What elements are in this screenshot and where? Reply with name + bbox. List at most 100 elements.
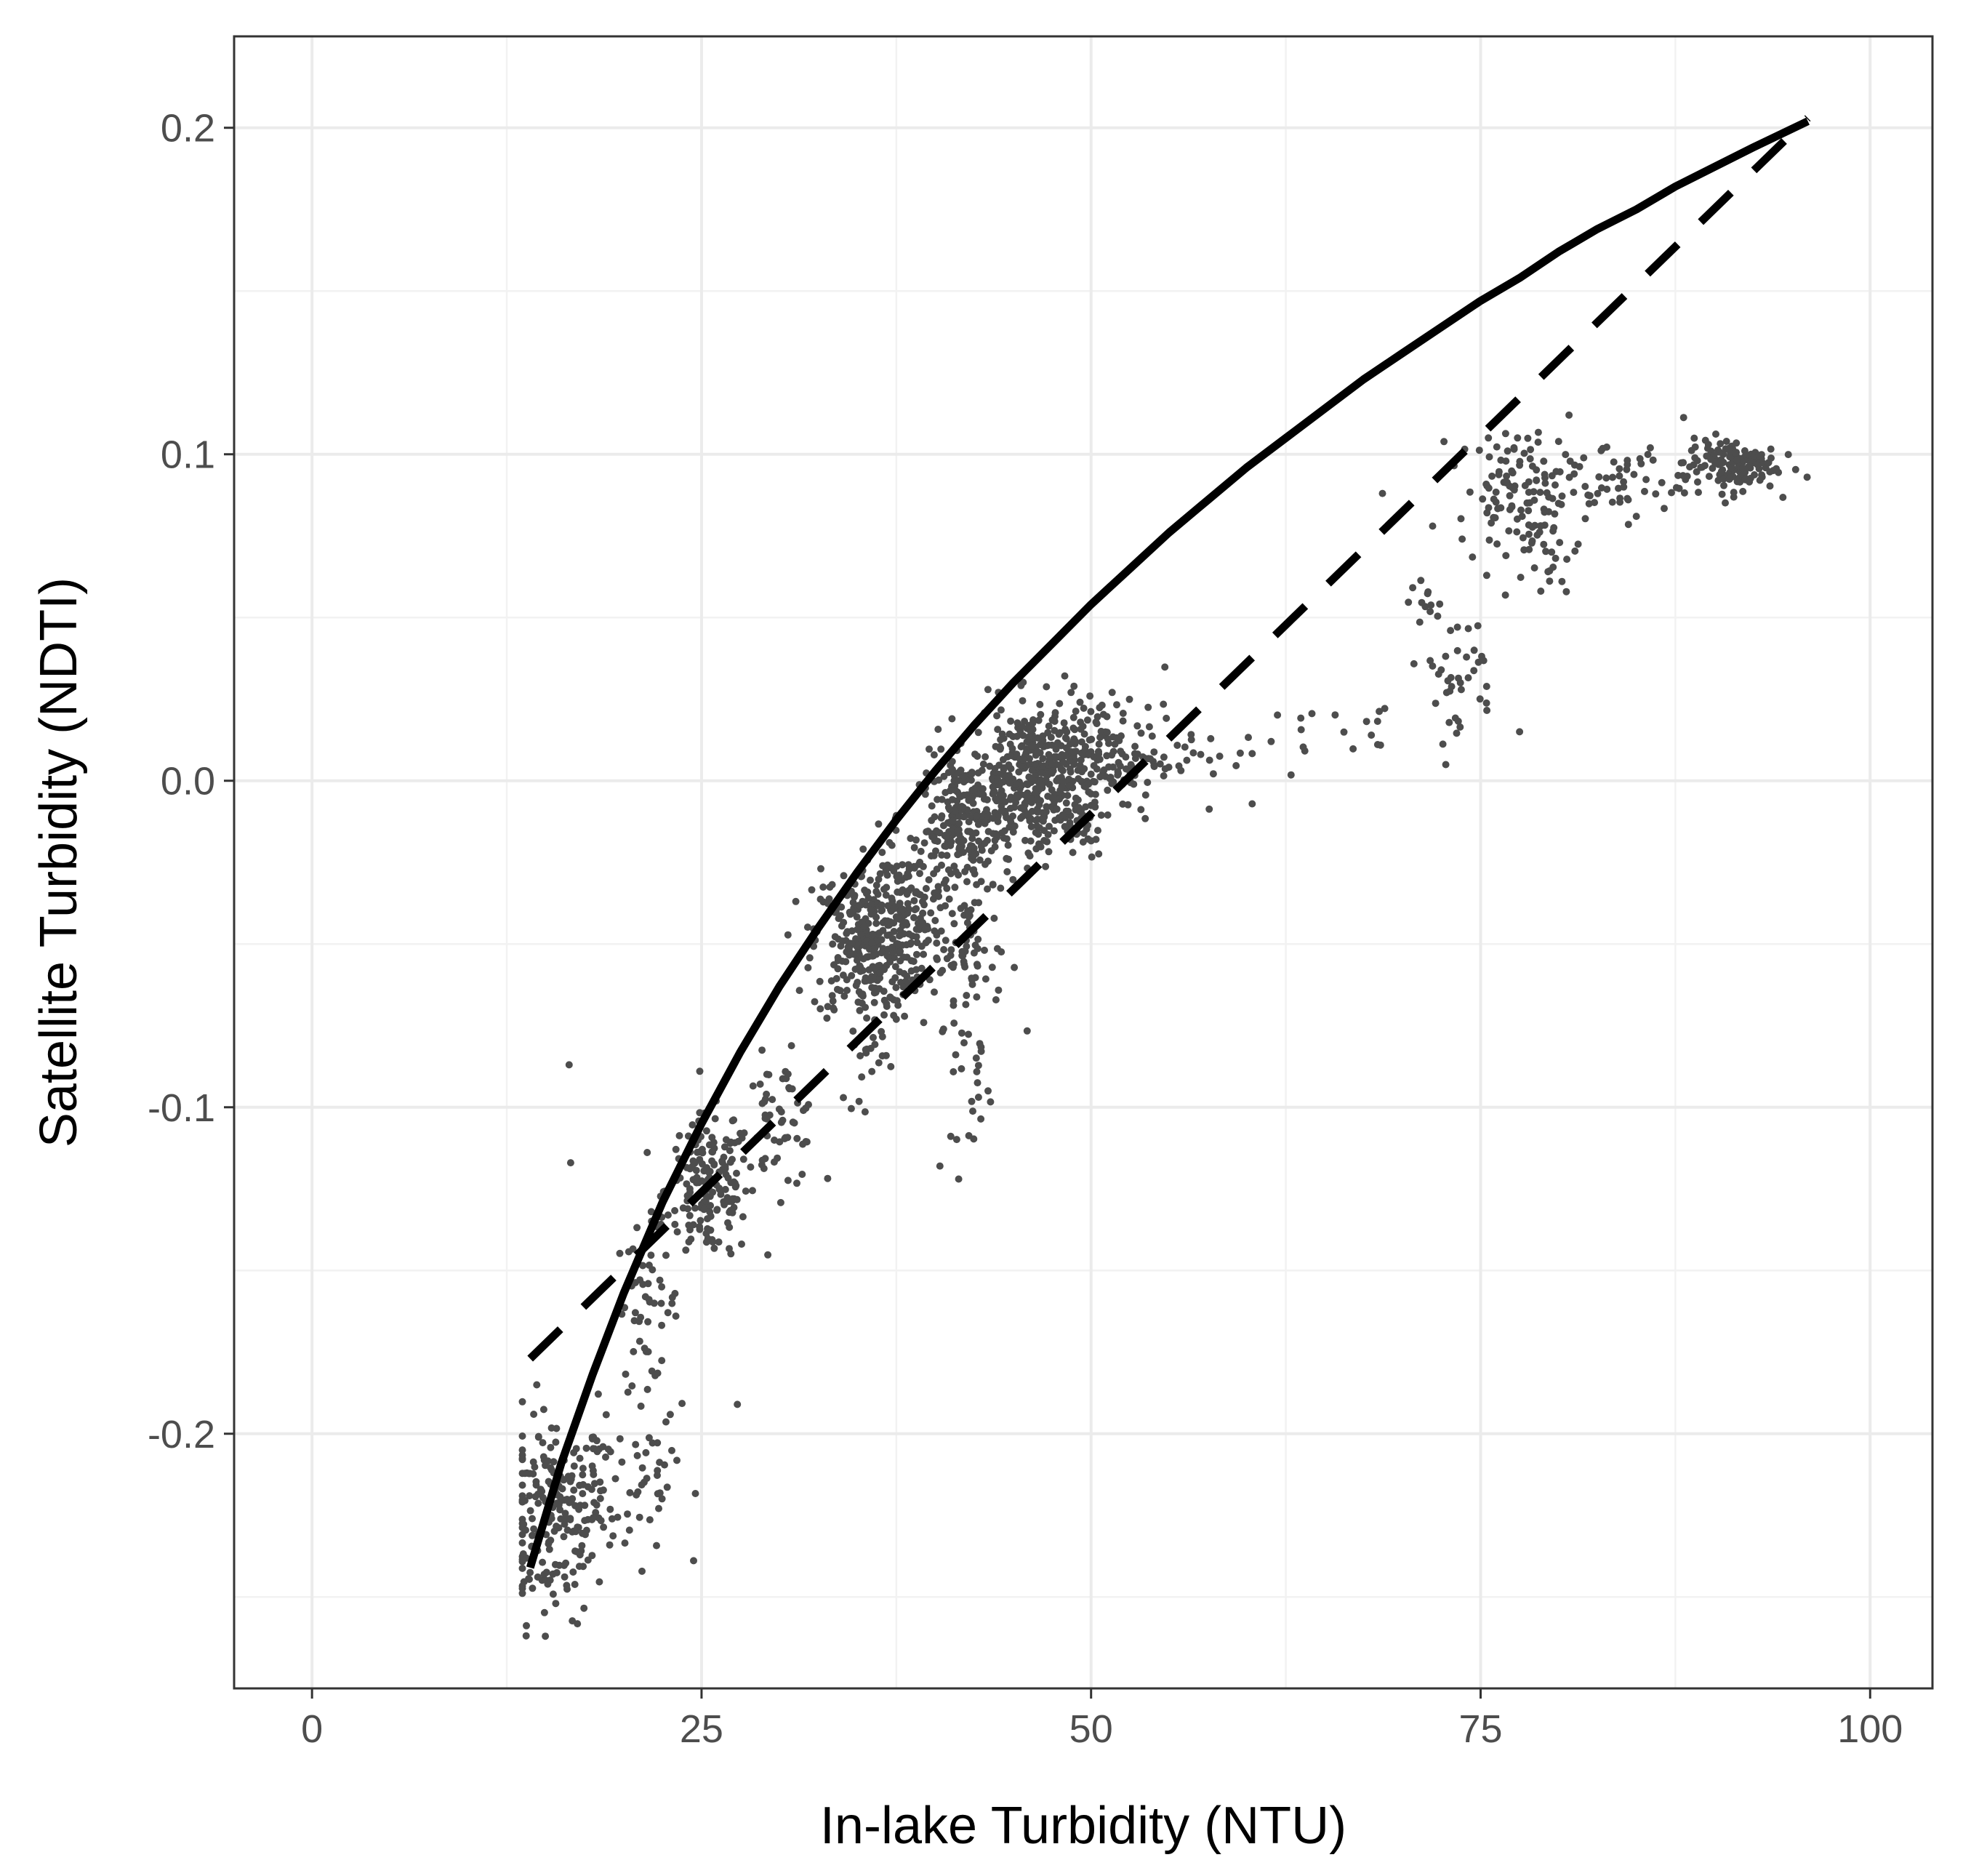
data-point [539, 1558, 547, 1566]
data-point [800, 1107, 807, 1115]
data-point [1642, 476, 1650, 484]
data-point [1085, 751, 1092, 759]
data-point [1718, 459, 1726, 467]
data-point [1554, 438, 1562, 446]
data-point [558, 1485, 566, 1493]
data-point [523, 1622, 530, 1630]
data-point [859, 990, 867, 998]
data-point [1765, 459, 1773, 467]
data-point [1048, 760, 1056, 768]
data-point [931, 813, 939, 821]
data-point [768, 1096, 776, 1104]
data-point [638, 1481, 646, 1489]
data-point [1615, 465, 1623, 473]
data-point [840, 992, 848, 1000]
data-point [1056, 700, 1064, 707]
data-point [654, 1472, 661, 1479]
data-point [933, 939, 941, 947]
data-point [930, 870, 938, 878]
data-point [963, 878, 971, 886]
data-point [894, 915, 902, 923]
data-point [1087, 770, 1095, 778]
data-point [875, 1059, 883, 1067]
data-point [806, 954, 814, 962]
data-point [1019, 755, 1027, 763]
data-point [972, 1054, 980, 1062]
data-point [1429, 662, 1437, 670]
data-point [982, 975, 989, 983]
data-point [576, 1551, 584, 1559]
data-point [827, 977, 835, 985]
data-point [964, 907, 972, 915]
data-point [862, 889, 870, 897]
data-point [974, 935, 982, 943]
data-point [1458, 535, 1466, 543]
data-point [1181, 743, 1189, 751]
data-point [1701, 436, 1709, 444]
data-point [643, 1149, 651, 1156]
data-point [823, 1014, 831, 1022]
data-point [580, 1604, 588, 1612]
data-points [518, 411, 1811, 1640]
data-point [1036, 700, 1044, 708]
data-point [974, 753, 982, 760]
data-point [784, 931, 792, 939]
data-point [1340, 728, 1348, 736]
data-point [529, 1515, 536, 1523]
data-point [1453, 646, 1461, 654]
data-point [1525, 478, 1533, 486]
data-point [1725, 446, 1733, 454]
data-point [602, 1453, 609, 1461]
data-point [668, 1446, 675, 1454]
data-point [987, 847, 995, 855]
data-point [1297, 726, 1305, 734]
data-point [843, 976, 851, 984]
data-point [1495, 468, 1503, 476]
data-point [854, 926, 862, 934]
data-point [949, 766, 956, 774]
data-point [1739, 487, 1747, 495]
data-point [1045, 741, 1053, 749]
data-point [518, 1555, 526, 1563]
data-point [890, 867, 898, 875]
data-point [647, 1208, 655, 1216]
data-point [1187, 736, 1195, 744]
data-point [760, 1165, 768, 1172]
data-point [912, 966, 920, 974]
y-tick-label: -0.2 [148, 1413, 215, 1456]
data-point [828, 992, 836, 1000]
data-point [1456, 723, 1464, 731]
y-tick-label: 0.2 [161, 107, 215, 151]
data-point [1649, 456, 1657, 464]
data-point [756, 1081, 764, 1088]
data-point [1037, 843, 1045, 851]
data-point [890, 1011, 898, 1019]
data-point [1494, 505, 1502, 513]
data-point [664, 1309, 672, 1317]
data-point [975, 899, 983, 907]
data-point [829, 997, 837, 1005]
data-point [1066, 757, 1074, 765]
data-point [927, 909, 935, 917]
data-point [571, 1528, 579, 1536]
data-point [673, 1456, 681, 1464]
data-point [883, 871, 891, 879]
data-point [776, 1138, 784, 1146]
data-point [1052, 745, 1060, 753]
data-point [706, 1208, 714, 1216]
data-point [777, 1108, 785, 1116]
data-point [955, 777, 963, 785]
data-point [1717, 440, 1725, 448]
data-point [545, 1545, 553, 1553]
data-point [1161, 663, 1169, 671]
data-point [984, 686, 992, 694]
data-point [594, 1390, 602, 1398]
data-point [626, 1488, 634, 1496]
data-point [1088, 853, 1096, 861]
data-point [931, 988, 938, 996]
data-point [863, 953, 871, 961]
data-point [720, 1143, 728, 1151]
data-point [1502, 552, 1510, 560]
data-point [571, 1581, 579, 1588]
data-point [968, 769, 976, 777]
